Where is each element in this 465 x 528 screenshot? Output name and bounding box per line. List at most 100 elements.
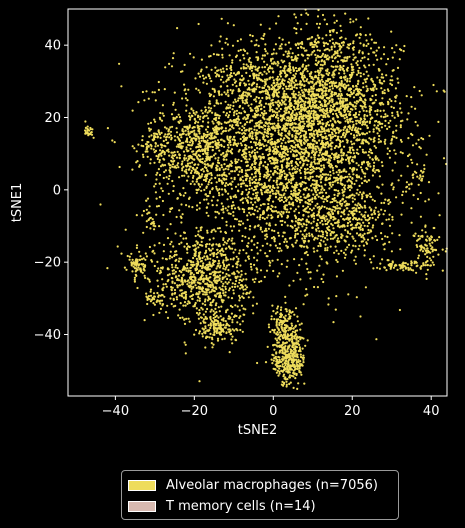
scatter-point-series-0 — [135, 150, 138, 153]
scatter-point-series-0 — [233, 178, 236, 181]
scatter-point-series-0 — [267, 184, 270, 187]
scatter-point-series-0 — [325, 122, 329, 126]
scatter-point-series-0 — [284, 122, 287, 125]
scatter-point-series-0 — [215, 204, 218, 207]
scatter-point-series-0 — [367, 58, 370, 61]
scatter-point-series-0 — [270, 204, 273, 207]
scatter-point-series-0 — [280, 142, 283, 145]
scatter-point-series-0 — [250, 167, 253, 170]
scatter-point-series-0 — [230, 239, 233, 242]
scatter-point-series-0 — [310, 120, 313, 123]
scatter-point-series-0 — [344, 248, 347, 251]
scatter-point-series-0 — [276, 77, 279, 80]
scatter-point-series-0 — [394, 87, 397, 90]
scatter-point-series-0 — [241, 201, 245, 204]
scatter-point-series-0 — [158, 173, 162, 177]
scatter-point-series-0 — [437, 120, 440, 123]
scatter-point-series-0 — [317, 26, 320, 29]
scatter-point-series-0 — [298, 122, 301, 125]
scatter-point-series-0 — [342, 133, 345, 136]
scatter-point-series-0 — [238, 229, 241, 232]
scatter-point-series-0 — [245, 138, 248, 141]
scatter-point-series-0 — [320, 164, 323, 167]
scatter-point-series-0 — [356, 139, 359, 142]
scatter-point-series-0 — [361, 150, 365, 154]
scatter-point-series-0 — [245, 188, 248, 191]
scatter-point-series-0 — [389, 142, 392, 145]
scatter-point-series-0 — [265, 112, 268, 115]
scatter-point-series-0 — [395, 124, 398, 127]
scatter-point-series-0 — [326, 107, 329, 110]
scatter-point-series-0 — [263, 70, 266, 73]
scatter-point-series-0 — [332, 172, 335, 175]
scatter-point-series-0 — [361, 141, 364, 144]
scatter-point-series-0 — [294, 241, 297, 244]
scatter-point-series-0 — [226, 91, 229, 94]
scatter-point-series-0 — [188, 141, 192, 144]
scatter-point-series-0 — [344, 253, 347, 256]
scatter-point-series-0 — [172, 185, 175, 188]
scatter-point-series-0 — [405, 95, 408, 98]
scatter-point-series-0 — [269, 244, 272, 247]
scatter-point-series-0 — [294, 161, 297, 164]
scatter-point-series-0 — [309, 277, 312, 280]
scatter-point-series-0 — [206, 231, 209, 234]
scatter-point-series-0 — [222, 211, 225, 214]
scatter-point-series-0 — [384, 124, 387, 127]
scatter-point-series-0 — [290, 182, 293, 185]
scatter-point-series-0 — [242, 135, 245, 138]
scatter-point-series-0 — [286, 162, 289, 165]
scatter-point-series-0 — [282, 139, 285, 142]
scatter-point-series-0 — [286, 150, 289, 153]
scatter-point-series-0 — [320, 59, 323, 62]
scatter-point-series-0 — [239, 137, 242, 141]
scatter-point-series-0 — [180, 136, 183, 139]
scatter-point-series-0 — [231, 124, 234, 127]
scatter-point-series-0 — [227, 114, 230, 117]
scatter-point-series-0 — [221, 130, 224, 133]
scatter-point-series-0 — [302, 193, 305, 196]
scatter-point-series-0 — [324, 150, 327, 153]
scatter-point-series-0 — [284, 50, 287, 53]
scatter-point-series-0 — [340, 112, 343, 116]
scatter-point-series-0 — [355, 18, 358, 21]
scatter-point-series-0 — [393, 135, 396, 138]
scatter-point-series-0 — [427, 198, 430, 201]
scatter-point-series-0 — [297, 99, 300, 102]
scatter-point-series-0 — [248, 187, 251, 191]
scatter-point-series-0 — [261, 153, 264, 156]
scatter-point-series-0 — [188, 112, 191, 115]
scatter-point-series-0 — [278, 272, 281, 275]
scatter-point-series-0 — [272, 126, 275, 129]
scatter-point-series-0 — [249, 140, 252, 144]
scatter-point-series-0 — [222, 181, 225, 184]
scatter-point-series-0 — [318, 84, 321, 87]
scatter-point-series-0 — [381, 73, 384, 76]
scatter-point-series-0 — [329, 166, 332, 169]
scatter-point-series-0 — [325, 72, 328, 75]
scatter-point-series-0 — [308, 98, 311, 101]
scatter-point-series-0 — [285, 265, 288, 268]
scatter-point-series-0 — [402, 50, 405, 53]
scatter-point-series-0 — [250, 146, 253, 149]
scatter-point-series-0 — [178, 153, 181, 156]
scatter-point-series-0 — [301, 129, 304, 132]
scatter-point-series-0 — [276, 177, 279, 180]
scatter-point-series-0 — [185, 148, 188, 151]
scatter-point-series-0 — [212, 263, 215, 266]
scatter-point-series-0 — [312, 122, 315, 125]
scatter-point-series-0 — [275, 161, 279, 164]
scatter-point-series-0 — [256, 361, 259, 365]
scatter-point-series-0 — [310, 189, 313, 192]
scatter-point-series-0 — [226, 143, 229, 147]
scatter-point-series-0 — [353, 89, 356, 92]
scatter-point-series-0 — [278, 247, 282, 250]
scatter-point-series-0 — [251, 135, 254, 138]
scatter-point-series-0 — [361, 170, 364, 173]
scatter-point-series-0 — [346, 93, 349, 96]
scatter-point-series-0 — [290, 179, 293, 182]
scatter-point-series-0 — [345, 116, 348, 119]
scatter-point-series-0 — [170, 160, 174, 163]
scatter-point-series-0 — [201, 157, 204, 160]
scatter-point-series-0 — [155, 197, 158, 200]
